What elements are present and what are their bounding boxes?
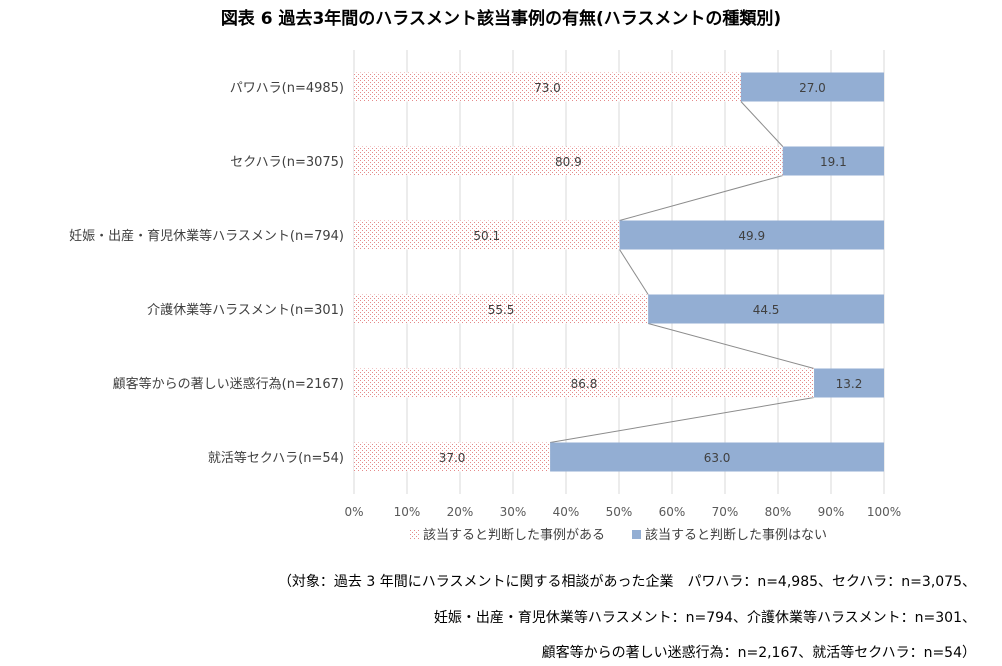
series-line <box>619 249 649 295</box>
bar-segment <box>354 442 551 472</box>
legend-label: 該当すると判断した事例がある <box>423 527 605 543</box>
category-label: パワハラ(n=4985) <box>230 81 344 96</box>
x-tick-label: 40% <box>553 505 580 519</box>
bar-segment <box>814 368 884 398</box>
data-label: 80.9 <box>555 155 582 169</box>
legend-label: 該当すると判断した事例はない <box>645 527 827 543</box>
bar-segment <box>354 220 620 250</box>
x-tick-label: 0% <box>344 505 363 519</box>
note-line-1: （対象：過去 3 年間にハラスメントに関する相談があった企業 パワハラ：n=4,… <box>277 574 976 590</box>
data-label: 63.0 <box>704 451 731 465</box>
category-label: 妊娠・出産・育児休業等ハラスメント(n=794) <box>69 228 344 244</box>
bar-segment <box>782 146 884 176</box>
bar-segment <box>740 72 884 102</box>
x-tick-label: 50% <box>606 505 633 519</box>
legend-swatch <box>410 530 419 539</box>
x-tick-label: 20% <box>447 505 474 519</box>
x-tick-label: 30% <box>500 505 527 519</box>
bar-segment <box>354 368 815 398</box>
data-label: 13.2 <box>836 377 863 391</box>
series-line <box>550 397 815 443</box>
data-label: 37.0 <box>439 451 466 465</box>
x-tick-label: 10% <box>394 505 421 519</box>
data-label: 19.1 <box>820 155 847 169</box>
data-label: 86.8 <box>571 377 598 391</box>
category-label: セクハラ(n=3075) <box>230 155 344 170</box>
bar-segment <box>354 146 783 176</box>
bar-segment <box>619 220 884 250</box>
x-tick-label: 70% <box>712 505 739 519</box>
category-label: 就活等セクハラ(n=54) <box>208 450 344 466</box>
x-tick-label: 90% <box>818 505 845 519</box>
note-line-3: 顧客等からの著しい迷惑行為：n=2,167、就活等セクハラ：n=54） <box>541 645 976 661</box>
bar-segment <box>354 294 649 324</box>
data-label: 73.0 <box>534 81 561 95</box>
bar-segment <box>354 72 741 102</box>
series-line <box>619 175 783 221</box>
category-label: 顧客等からの著しい迷惑行為(n=2167) <box>113 376 344 392</box>
x-tick-label: 100% <box>867 505 901 519</box>
bar-segment <box>648 294 884 324</box>
legend-swatch <box>632 530 641 539</box>
data-label: 49.9 <box>738 229 765 243</box>
chart-title: 図表 6 過去3年間のハラスメント該当事例の有無(ハラスメントの種類別) <box>220 9 782 29</box>
category-label: 介護休業等ハラスメント(n=301) <box>147 302 344 318</box>
data-label: 27.0 <box>799 81 826 95</box>
note-line-2: 妊娠・出産・育児休業等ハラスメント：n=794、介護休業等ハラスメント：n=30… <box>433 610 976 626</box>
x-tick-label: 80% <box>765 505 792 519</box>
bar-segment <box>550 442 884 472</box>
data-label: 55.5 <box>488 303 515 317</box>
stacked-bar-chart: 0% 10% 20% 30% 40% 50% 60% 70% 80% 90% 100% 73.0 27.… <box>69 50 901 543</box>
x-tick-label: 60% <box>659 505 686 519</box>
data-label: 44.5 <box>753 303 780 317</box>
data-label: 50.1 <box>473 229 500 243</box>
series-line <box>740 101 784 147</box>
series-line <box>648 323 815 369</box>
